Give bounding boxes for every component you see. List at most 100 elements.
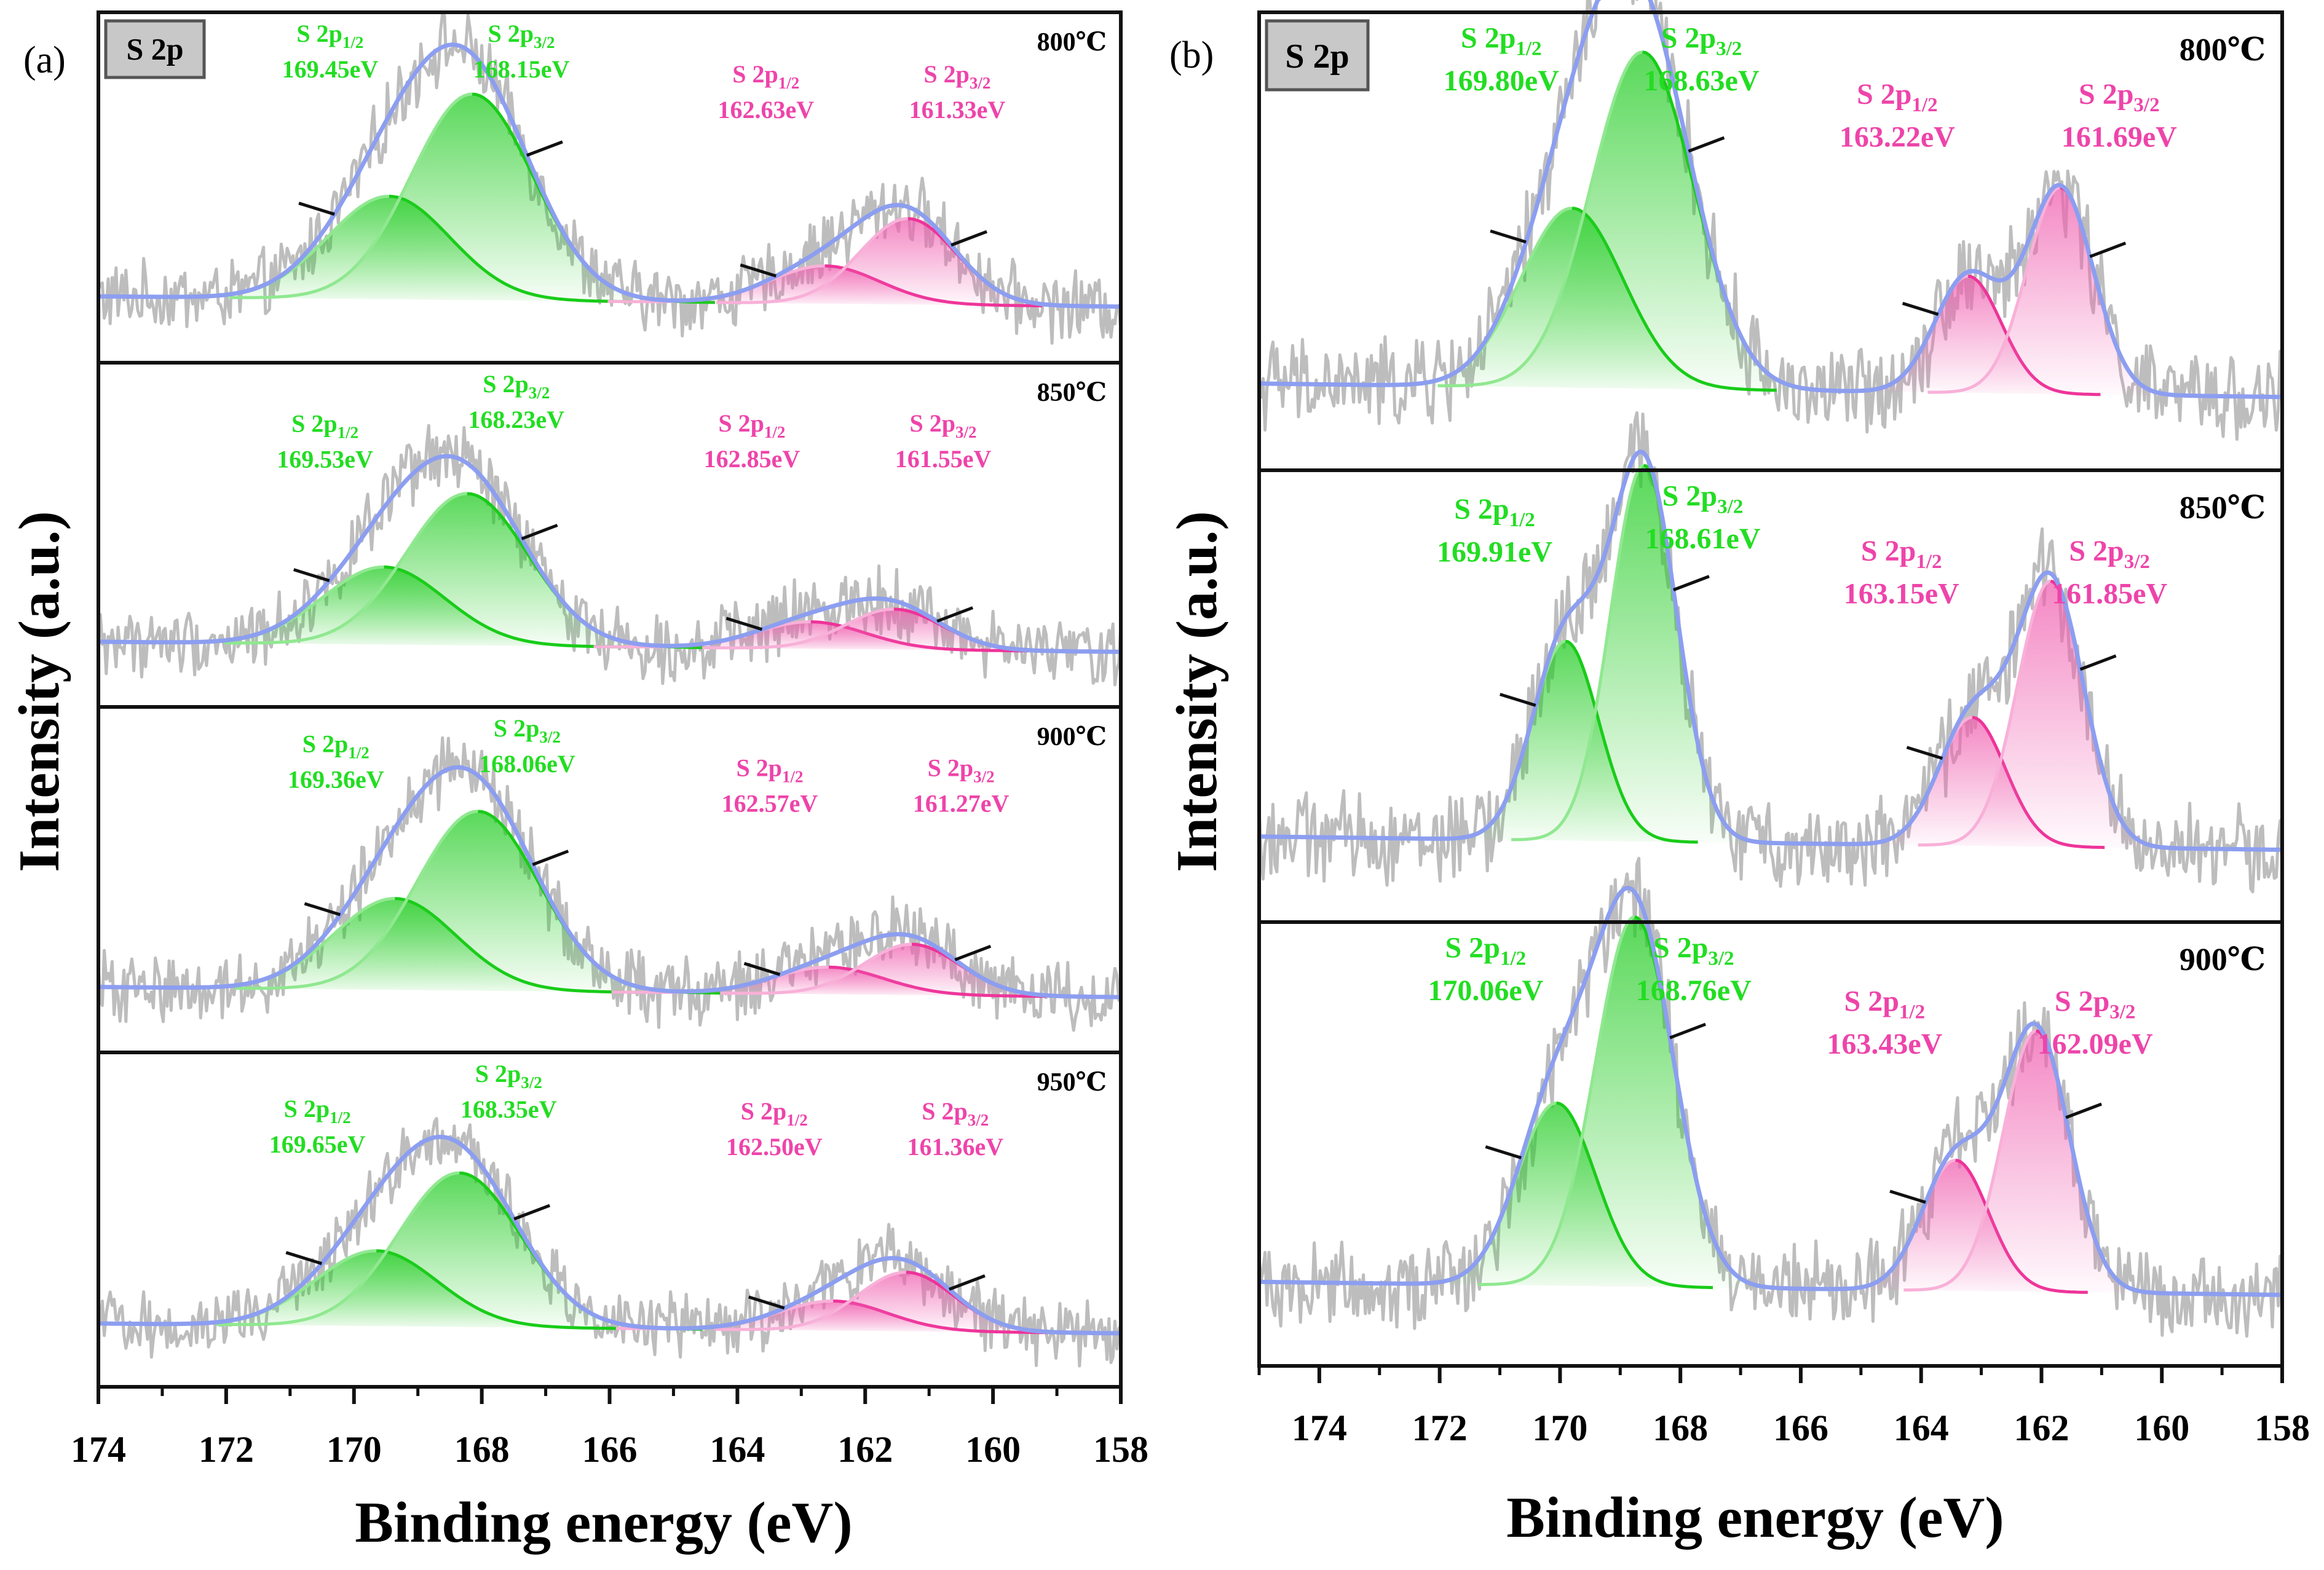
x-tick-label: 170 bbox=[1532, 1408, 1587, 1448]
peak-label-162.09eV-value: 162.09eV bbox=[2037, 1028, 2153, 1060]
leader-line bbox=[526, 140, 563, 157]
envelope-fit bbox=[1259, 449, 2283, 852]
peak-label-161.27eV-name: S 2p3/2 bbox=[928, 754, 995, 786]
peak-label-163.43eV-value: 163.43eV bbox=[1827, 1028, 1942, 1060]
x-tick-label: 164 bbox=[709, 1429, 765, 1470]
peak-label-162.63eV-name: S 2p1/2 bbox=[732, 60, 799, 92]
peak-line-left-161.36eV bbox=[714, 1271, 906, 1331]
temperature-label: 800℃ bbox=[1037, 28, 1107, 57]
peak-label-170.06eV-value: 170.06eV bbox=[1428, 974, 1543, 1007]
leader-line bbox=[1673, 575, 1710, 591]
raw-spectrum bbox=[1257, 856, 2284, 1338]
peak-fill-161.36eV bbox=[714, 1272, 1098, 1333]
x-tick-label: 160 bbox=[2134, 1408, 2189, 1448]
peak-label-163.15eV-name: S 2p1/2 bbox=[1861, 535, 1942, 573]
panel-a-y-axis-label: Intensity (a.u.) bbox=[7, 511, 71, 872]
peak-label-169.80eV-value: 169.80eV bbox=[1444, 65, 1559, 97]
leader-line bbox=[936, 606, 974, 623]
x-tick-label: 172 bbox=[1412, 1408, 1468, 1448]
peak-label-169.91eV-value: 169.91eV bbox=[1437, 536, 1552, 569]
leader-line bbox=[304, 902, 341, 917]
peak-label-161.36eV-name: S 2p3/2 bbox=[922, 1097, 989, 1129]
peak-fill-170.06eV bbox=[1400, 1103, 1713, 1288]
peak-label-161.55eV-name: S 2p3/2 bbox=[910, 409, 977, 441]
x-tick-label: 174 bbox=[71, 1429, 126, 1470]
peak-label-169.80eV-name: S 2p1/2 bbox=[1461, 22, 1542, 60]
envelope-fit bbox=[98, 765, 1121, 1000]
envelope-fit bbox=[98, 454, 1121, 654]
peak-line-left-161.69eV bbox=[1927, 186, 2061, 394]
peak-line-left-168.23eV bbox=[224, 492, 467, 645]
peak-label-169.36eV-value: 169.36eV bbox=[288, 766, 384, 794]
leader-line bbox=[748, 1295, 785, 1310]
peak-fill-168.06eV bbox=[235, 811, 721, 993]
panel-b: S 2p1/2 169.80eV S 2p3/2 168.63eV S 2p1/2 163… bbox=[1257, 0, 2310, 1448]
peak-label-162.63eV-value: 162.63eV bbox=[717, 96, 814, 124]
temperature-label: 900℃ bbox=[1037, 723, 1107, 751]
peak-label-169.45eV-name: S 2p1/2 bbox=[296, 20, 363, 52]
panel-b-letter: (b) bbox=[1169, 34, 1214, 76]
x-tick-label: 174 bbox=[1292, 1408, 1347, 1448]
envelope-fit bbox=[1259, 0, 2283, 400]
peak-label-162.57eV-name: S 2p1/2 bbox=[736, 754, 803, 786]
peak-line-left-162.09eV bbox=[1903, 1029, 2037, 1292]
peak-label-169.65eV-value: 169.65eV bbox=[269, 1130, 366, 1158]
peak-fill-168.63eV bbox=[1437, 52, 1848, 392]
peak-label-161.33eV-name: S 2p3/2 bbox=[923, 60, 990, 92]
x-tick-label: 164 bbox=[1894, 1408, 1949, 1448]
x-tick-label: 170 bbox=[326, 1429, 382, 1470]
peak-label-161.69eV-value: 161.69eV bbox=[2061, 121, 2177, 154]
peak-fill-168.35eV bbox=[216, 1173, 703, 1330]
temperature-label: 800℃ bbox=[2180, 33, 2266, 68]
peak-line-left-161.85eV bbox=[1918, 579, 2051, 847]
panel-a-letter: (a) bbox=[23, 39, 66, 81]
peak-label-168.35eV-name: S 2p3/2 bbox=[475, 1060, 542, 1092]
peak-fill-162.09eV bbox=[1903, 1030, 2168, 1294]
peak-label-169.45eV-value: 169.45eV bbox=[282, 55, 379, 83]
peak-label-168.76eV-value: 168.76eV bbox=[1636, 974, 1752, 1007]
peak-line-left-161.27eV bbox=[720, 942, 912, 995]
peak-label-162.85eV-name: S 2p1/2 bbox=[718, 409, 785, 441]
peak-fill-161.55eV bbox=[702, 609, 1086, 652]
x-tick-label: 172 bbox=[199, 1429, 254, 1470]
peak-label-161.33eV-value: 161.33eV bbox=[909, 96, 1006, 124]
panel-b-y-axis-label: Intensity (a.u.) bbox=[1165, 511, 1229, 872]
peak-label-169.53eV-name: S 2p1/2 bbox=[291, 409, 358, 441]
peak-label-169.91eV-name: S 2p1/2 bbox=[1454, 493, 1535, 531]
peak-line-left-168.15eV bbox=[229, 92, 473, 299]
peak-label-168.15eV-value: 168.15eV bbox=[473, 55, 570, 83]
peak-fill-162.85eV bbox=[593, 621, 1029, 651]
peak-label-168.06eV-name: S 2p3/2 bbox=[494, 714, 561, 746]
badge-box bbox=[1265, 19, 1370, 92]
peak-label-168.15eV-name: S 2p3/2 bbox=[488, 20, 555, 52]
leader-line bbox=[954, 944, 992, 961]
leader-line bbox=[1889, 1189, 1926, 1204]
peak-label-161.36eV-value: 161.36eV bbox=[907, 1133, 1003, 1161]
peak-label-168.35eV-value: 168.35eV bbox=[460, 1095, 557, 1123]
subplot-frame bbox=[1257, 920, 2284, 1368]
peak-label-162.50eV-value: 162.50eV bbox=[726, 1133, 823, 1161]
badge-label: S 2p bbox=[1285, 37, 1349, 76]
leader-line bbox=[1490, 229, 1527, 244]
badge-label: S 2p bbox=[126, 32, 183, 66]
peak-label-168.76eV-name: S 2p3/2 bbox=[1653, 932, 1734, 970]
leader-line bbox=[1906, 746, 1943, 760]
peak-fill-168.76eV bbox=[1478, 917, 1792, 1289]
panel-b-x-axis-label: Binding energy (eV) bbox=[1506, 1486, 2004, 1550]
x-tick-label: 166 bbox=[1773, 1408, 1828, 1448]
peak-label-162.85eV-value: 162.85eV bbox=[704, 445, 800, 473]
x-tick-label: 166 bbox=[582, 1429, 638, 1470]
peak-line-left-168.06eV bbox=[235, 810, 478, 990]
peak-fill-163.22eV bbox=[1835, 276, 2101, 395]
peak-line-left-168.61eV bbox=[1511, 464, 1645, 842]
subplot-850℃: S 2p1/2 169.53eV S 2p3/2 168.23eV S 2p1/2 162… bbox=[97, 361, 1123, 709]
subplot-900℃: S 2p1/2 170.06eV S 2p3/2 168.76eV S 2p1/2 163… bbox=[1257, 856, 2284, 1368]
subplot-900℃: S 2p1/2 169.36eV S 2p3/2 168.06eV S 2p1/2 162… bbox=[97, 705, 1123, 1054]
peak-label-168.23eV-name: S 2p3/2 bbox=[483, 370, 550, 402]
badge-box bbox=[104, 19, 206, 79]
leader-line bbox=[285, 1251, 323, 1265]
raw-spectrum bbox=[1257, 411, 2284, 894]
peak-fill-161.85eV bbox=[1918, 581, 2183, 849]
peak-line-left-168.63eV bbox=[1437, 50, 1643, 388]
leader-line bbox=[2089, 242, 2127, 258]
